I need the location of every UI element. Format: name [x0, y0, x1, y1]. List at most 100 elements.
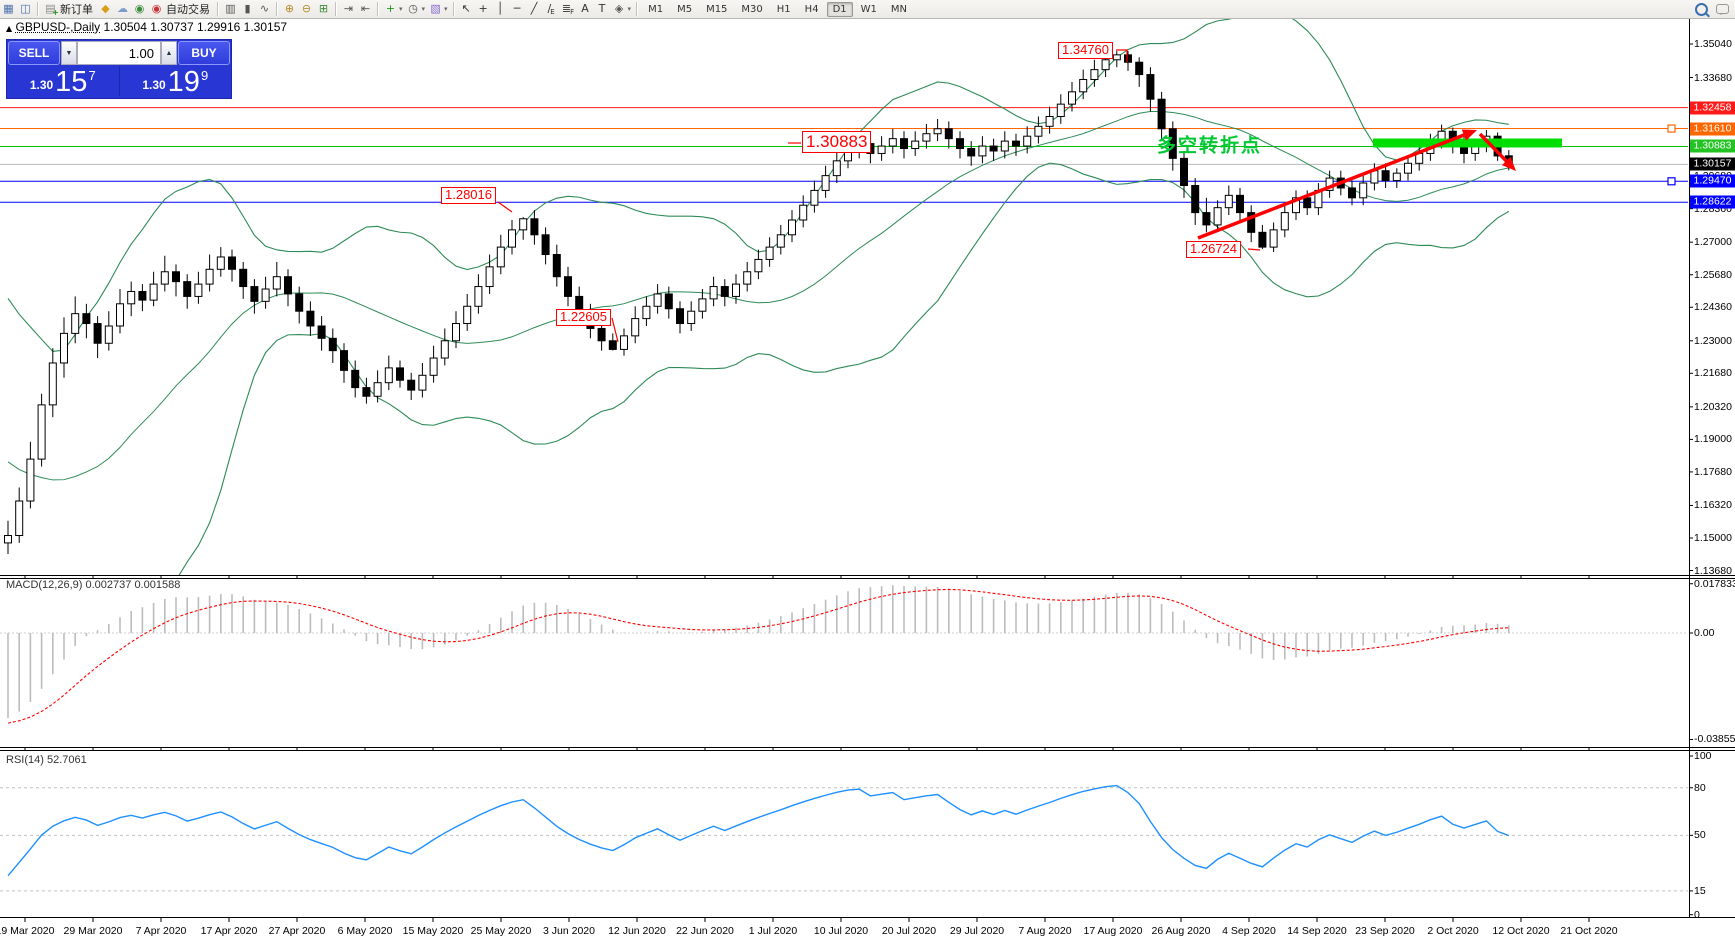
macd-axis-tick: 0.00 [1694, 627, 1715, 639]
collapse-icon[interactable]: ▲ [6, 24, 13, 33]
price-line-badge: 1.30883 [1690, 139, 1735, 153]
volume-up-stepper[interactable]: ▲ [161, 41, 177, 65]
price-axis-tick: 1.15000 [1694, 531, 1732, 544]
horizontal-line-icon[interactable]: ─ [513, 2, 521, 15]
new-order-label: 新订单 [60, 3, 93, 16]
zoom-in-icon[interactable]: ⊕ [284, 2, 295, 15]
crosshair-icon[interactable]: + [478, 2, 488, 15]
date-axis-label: 1 Jul 2020 [748, 925, 798, 937]
timeframe-h4[interactable]: H4 [804, 3, 819, 15]
date-axis-label: 12 Oct 2020 [1492, 925, 1550, 937]
arrows-icon[interactable]: ◈ [614, 2, 624, 15]
price-line-badge: 1.28622 [1690, 195, 1735, 209]
price-annotation-label: 1.26724 [1186, 241, 1241, 258]
price-axis-tick: 1.35040 [1694, 38, 1732, 50]
new-order-icon[interactable]: ▤ + [45, 2, 59, 17]
price-axis-tick: 1.23000 [1694, 334, 1732, 347]
date-axis-label: 21 Oct 2020 [1560, 925, 1618, 937]
date-axis-label: 29 Jul 2020 [949, 925, 1005, 937]
timeframe-m5[interactable]: M5 [677, 3, 693, 15]
price-line-badge: 1.30157 [1690, 157, 1735, 171]
buy-price[interactable]: 1.30 19 9 [120, 66, 232, 98]
date-axis-label: 17 Aug 2020 [1083, 925, 1143, 937]
tile-windows-icon[interactable]: ⊞ [318, 2, 329, 15]
timeframe-h1[interactable]: H1 [776, 3, 791, 15]
autotrading-icon[interactable]: ◉ [151, 2, 162, 15]
trendline-icon[interactable]: ╱ [530, 2, 538, 15]
price-annotation-label: 1.22605 [556, 309, 611, 326]
date-axis-label: 25 May 2020 [470, 925, 532, 937]
template-icon[interactable]: ▧ [430, 2, 441, 15]
search-icon[interactable] [1695, 2, 1708, 16]
one-click-trading-panel: SELL ▼ 1.00 ▲ BUY 1.30 15 7 1.30 19 9 [6, 39, 232, 99]
template-icon-dropdown[interactable]: ▾ [444, 5, 448, 13]
cursor-icon[interactable]: ↖ [461, 2, 471, 15]
date-axis-label: 15 May 2020 [402, 925, 464, 937]
price-axis-tick: 1.21680 [1694, 367, 1732, 380]
sell-price[interactable]: 1.30 15 7 [7, 66, 120, 97]
timeframe-m1[interactable]: M1 [648, 3, 664, 15]
timeframe-w1[interactable]: W1 [860, 3, 877, 15]
arrows-icon-dropdown[interactable]: ▾ [627, 5, 632, 13]
price-axis-tick: 1.13680 [1694, 564, 1732, 577]
buy-button[interactable]: BUY [178, 41, 230, 65]
symbol-period-label: GBPUSD-,Daily [15, 20, 101, 34]
toolbar-separator [335, 2, 337, 16]
periods-icon[interactable]: ◷ [408, 2, 418, 15]
equidistant-channel-icon[interactable]: ∕ E [547, 2, 555, 16]
date-axis-label: 29 Mar 2020 [63, 925, 123, 937]
indicators-icon-dropdown[interactable]: ▾ [399, 5, 403, 13]
signals-icon[interactable]: ◉ [134, 2, 145, 15]
text-label-icon[interactable]: T [598, 2, 606, 15]
timeframe-m30[interactable]: M30 [741, 3, 763, 15]
date-axis-label: 12 Jun 2020 [608, 925, 666, 937]
new-chart-icon[interactable]: ▦ [3, 2, 14, 15]
macd-value-signal: 0.001588 [134, 579, 181, 591]
date-axis-label: 19 Mar 2020 [0, 925, 55, 937]
toolbar-separator [452, 2, 455, 16]
date-axis-label: 6 May 2020 [337, 925, 393, 937]
auto-scroll-icon[interactable]: ⇥ [343, 2, 354, 15]
buy-price-big: 19 [167, 66, 200, 98]
fibonacci-icon[interactable]: ≣ F [561, 2, 575, 16]
pivot-annotation-text: 多空转折点 [1156, 135, 1262, 157]
price-axis-tick: 1.25680 [1694, 268, 1732, 281]
periods-icon-dropdown[interactable]: ▾ [421, 5, 426, 13]
timeframe-d1[interactable]: D1 [826, 1, 853, 17]
candlestick-chart-icon[interactable]: ▮ [244, 2, 251, 15]
bar-chart-icon[interactable]: ▥ [225, 2, 236, 15]
date-axis-label: 26 Aug 2020 [1151, 925, 1211, 937]
indicators-icon[interactable]: + [385, 2, 396, 15]
price-annotation-label: 1.30883 [802, 131, 872, 153]
date-axis-label: 7 Aug 2020 [1018, 925, 1072, 937]
price-annotation-label: 1.28016 [441, 187, 496, 204]
history-center-icon[interactable]: ◆ [101, 2, 110, 15]
price-line-badge: 1.32458 [1690, 101, 1735, 115]
line-chart-icon[interactable]: ∿ [259, 2, 270, 15]
volume-field[interactable]: 1.00 [77, 41, 161, 65]
date-axis-label: 3 Jun 2020 [543, 925, 595, 937]
timeframe-mn[interactable]: MN [890, 3, 907, 15]
macd-value-main: 0.002737 [85, 579, 132, 591]
virtual-hosting-icon[interactable]: ☁ [117, 2, 128, 15]
price-line-badge: 1.31610 [1690, 122, 1735, 136]
rsi-axis-tick: 0 [1694, 908, 1700, 921]
chat-icon[interactable] [1716, 4, 1729, 15]
timeframe-m15[interactable]: M15 [706, 3, 728, 15]
profiles-icon[interactable]: ◫ [20, 2, 31, 15]
autotrading-label: 自动交易 [166, 3, 210, 16]
sell-button[interactable]: SELL [8, 41, 60, 65]
price-axis-tick: 1.33680 [1694, 71, 1732, 84]
macd-axis-tick: -0.038559 [1694, 733, 1735, 746]
sell-price-prefix: 1.30 [29, 78, 54, 92]
text-icon[interactable]: A [581, 2, 589, 15]
chart-shift-icon[interactable]: ⇤ [360, 2, 371, 15]
volume-down-stepper[interactable]: ▼ [61, 41, 77, 65]
buy-price-prefix: 1.30 [142, 78, 166, 92]
zoom-out-icon[interactable]: ⊖ [301, 2, 312, 15]
macd-label: MACD(12,26,9) 0.002737 0.001588 [6, 579, 181, 591]
vertical-line-icon[interactable]: │ [496, 2, 504, 15]
rsi-axis-tick: 80 [1694, 781, 1706, 794]
